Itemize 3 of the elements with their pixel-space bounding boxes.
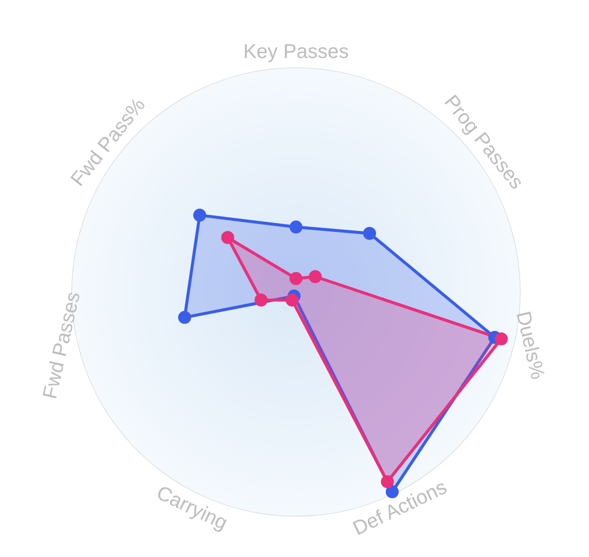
spoke-label: Key Passes [243, 41, 349, 63]
spoke-label: Fwd Passes [39, 290, 85, 401]
spoke-label: Duels% [512, 309, 548, 382]
